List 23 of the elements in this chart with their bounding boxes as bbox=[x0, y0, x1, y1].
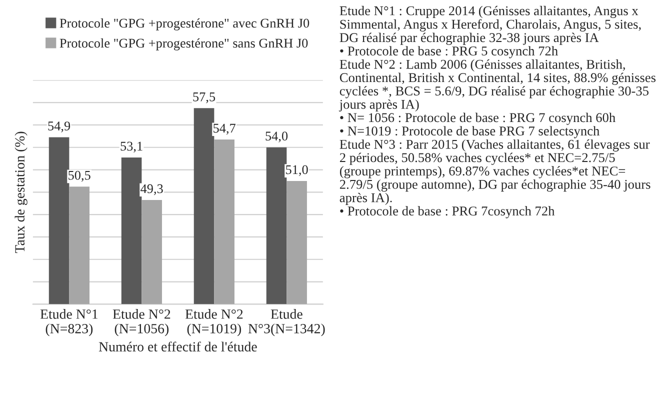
text: Etude N°3 : Parr 2015 (Vaches allaitantes, 61 élevages sur 2 périodes, 50.58% vaches cyclées* et NEC=2.75/5 (groupe printemps), 69.87% vaches cyclées*et NEC= 2.79/5 (groupe automne), DG par échographie 35-40 jours après IA). bbox=[340, 139, 650, 205]
data-label: 53,1 bbox=[120, 142, 142, 153]
x-tick-label: Etude N°1 (N=823) bbox=[40, 309, 98, 336]
data-label: 54,7 bbox=[214, 124, 236, 135]
text: Etude N°1 : Cruppe 2014 (Génisses allaitantes, Angus x Simmental, Angus x Hereford, Charolais, Angus, 5 sites, DG réalisé par échographie 32-38 jours après IA bbox=[340, 6, 641, 45]
x-tick-label: Etude N°2 (N=1056) bbox=[112, 309, 170, 336]
x-tick-label: Etude N°3(N=1342) bbox=[248, 309, 325, 336]
text: • Protocole de base : PRG 5 cosynch 72h bbox=[340, 46, 558, 58]
y-axis-title: Taux de gestation (%) bbox=[14, 132, 28, 253]
x-tick-label: Etude N°2 (N=1019) bbox=[185, 309, 243, 336]
text: • Protocole de base : PRG 7cosynch 72h bbox=[340, 206, 555, 218]
data-label: 51,0 bbox=[286, 165, 308, 176]
data-label: 54,9 bbox=[48, 122, 70, 132]
data-label: 50,5 bbox=[68, 170, 90, 182]
text: Etude N°2 : Lamb 2006 (Génisses allaitantes, British, Continental, British x Continental, 14 sites, 88.9% génisses cyclées *, BCS = 5.6/9, DG réalisé par échographie 30-35 jours après IA) bbox=[339, 59, 656, 112]
data-label: 54,0 bbox=[266, 132, 288, 142]
legend-label: Protocole "GPG +progestérone" sans GnRH J0 bbox=[60, 38, 308, 50]
text: • N=1019 : Protocole de base PRG 7 selectsynch bbox=[340, 126, 600, 138]
x-axis-title: Numéro et effectif de l'étude bbox=[98, 342, 257, 352]
data-label: 57,5 bbox=[193, 92, 216, 104]
data-label: 49,3 bbox=[140, 184, 163, 196]
legend-label: Protocole "GPG +progestérone" avec GnRH J0 bbox=[60, 18, 310, 30]
text: • N= 1056 : Protocole de base : PRG 7 cosynch 60h bbox=[340, 112, 616, 125]
